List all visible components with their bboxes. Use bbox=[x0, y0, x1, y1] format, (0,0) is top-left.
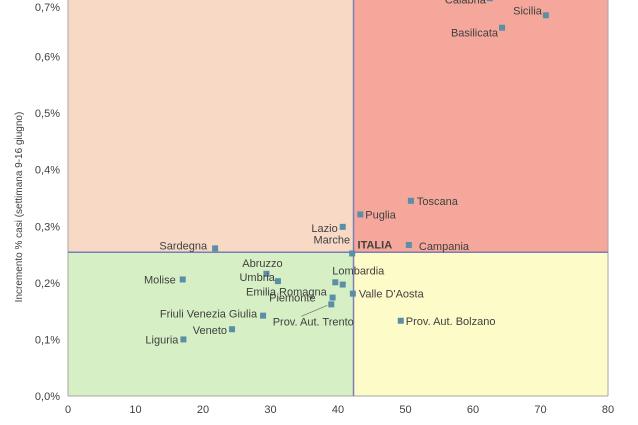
label-valle-d-aosta: Valle D'Aosta bbox=[359, 289, 425, 301]
x-tick-label: 60 bbox=[467, 404, 479, 416]
x-tick-label: 30 bbox=[264, 404, 276, 416]
label-friuli-venezia-giulia: Friuli Venezia Giulia bbox=[160, 309, 258, 321]
point-liguria bbox=[180, 336, 187, 343]
label-calabria: Calabria bbox=[445, 0, 487, 6]
label-prov-aut-bolzano: Prov. Aut. Bolzano bbox=[406, 316, 496, 328]
point-sicilia bbox=[542, 12, 549, 19]
x-tick-label: 40 bbox=[332, 404, 344, 416]
label-sicilia: Sicilia bbox=[513, 5, 543, 17]
reference-lines bbox=[68, 0, 608, 396]
y-tick-label: 0,4% bbox=[35, 165, 60, 177]
label-liguria: Liguria bbox=[145, 334, 179, 346]
y-tick-label: 0,1% bbox=[35, 334, 60, 346]
point-friuli-venezia-giulia bbox=[260, 312, 267, 319]
point-emilia-romagna bbox=[339, 281, 346, 288]
label-veneto: Veneto bbox=[193, 325, 227, 337]
label-emilia-romagna: Emilia Romagna bbox=[246, 287, 328, 299]
point-sardegna bbox=[212, 245, 219, 252]
point-marche bbox=[349, 250, 356, 257]
point-basilicata bbox=[499, 24, 506, 31]
quadrant-bottom-right bbox=[353, 252, 608, 396]
y-tick-label: 0,3% bbox=[35, 221, 60, 233]
point-abruzzo bbox=[263, 270, 270, 277]
y-tick-label: 0,7% bbox=[35, 2, 60, 14]
label-prov-aut-trento: Prov. Aut. Trento bbox=[273, 316, 354, 328]
label-sardegna: Sardegna bbox=[159, 240, 208, 252]
y-tick-label: 0,6% bbox=[35, 52, 60, 64]
point-prov-aut-bolzano bbox=[397, 317, 404, 324]
x-tick-label: 10 bbox=[129, 404, 141, 416]
label-lombardia: Lombardia bbox=[332, 265, 385, 277]
label-campania: Campania bbox=[419, 241, 470, 253]
label-puglia: Puglia bbox=[365, 209, 396, 221]
label-molise: Molise bbox=[144, 274, 176, 286]
point-toscana bbox=[407, 197, 414, 204]
point-lazio bbox=[339, 223, 346, 230]
label-piemonte: Piemonte bbox=[269, 293, 315, 305]
x-tick-label: 50 bbox=[399, 404, 411, 416]
x-tick-label: 0 bbox=[65, 404, 71, 416]
point-molise bbox=[179, 276, 186, 283]
tick-labels: 0 10 20 30 40 50 60 70 80 0,0% 0,1% 0,2% 0,3% 0,4% 0,5… bbox=[35, 2, 614, 416]
point-calabria bbox=[486, 0, 493, 2]
point-veneto bbox=[229, 326, 236, 333]
label-lazio: Lazio bbox=[311, 223, 337, 235]
y-tick-label: 0,5% bbox=[35, 108, 60, 120]
label-basilicata: Basilicata bbox=[451, 28, 499, 40]
point-piemonte bbox=[329, 294, 336, 301]
quadrant-top-right bbox=[353, 0, 608, 253]
y-tick-label: 0,0% bbox=[35, 391, 60, 403]
point-labels: Calabria Sicilia Basilicata Toscana Puglia La… bbox=[144, 0, 543, 346]
label-toscana: Toscana bbox=[417, 196, 459, 208]
label-italia: ITALIA bbox=[358, 239, 393, 251]
point-prov-aut-trento bbox=[328, 301, 335, 308]
label-abruzzo: Abruzzo bbox=[242, 258, 282, 270]
label-marche: Marche bbox=[313, 234, 350, 246]
trento-leader-line bbox=[301, 304, 328, 317]
point-valle-d-aosta bbox=[349, 290, 356, 297]
y-axis-title: Incremento % casi (settimana 9-16 giugno… bbox=[14, 112, 25, 303]
quadrant-bottom-left bbox=[68, 252, 354, 396]
label-umbria: Umbria bbox=[239, 272, 275, 284]
x-tick-label: 20 bbox=[197, 404, 209, 416]
point-umbria bbox=[274, 278, 281, 285]
x-tick-label: 80 bbox=[602, 404, 614, 416]
point-puglia bbox=[357, 211, 364, 218]
point-campania bbox=[405, 241, 412, 248]
y-tick-label: 0,2% bbox=[35, 278, 60, 290]
quadrant-top-left bbox=[68, 0, 354, 253]
quadrant-backgrounds bbox=[68, 0, 608, 396]
axes bbox=[67, 0, 609, 397]
data-points bbox=[179, 0, 549, 343]
point-lombardia bbox=[332, 279, 339, 286]
x-tick-label: 70 bbox=[534, 404, 546, 416]
